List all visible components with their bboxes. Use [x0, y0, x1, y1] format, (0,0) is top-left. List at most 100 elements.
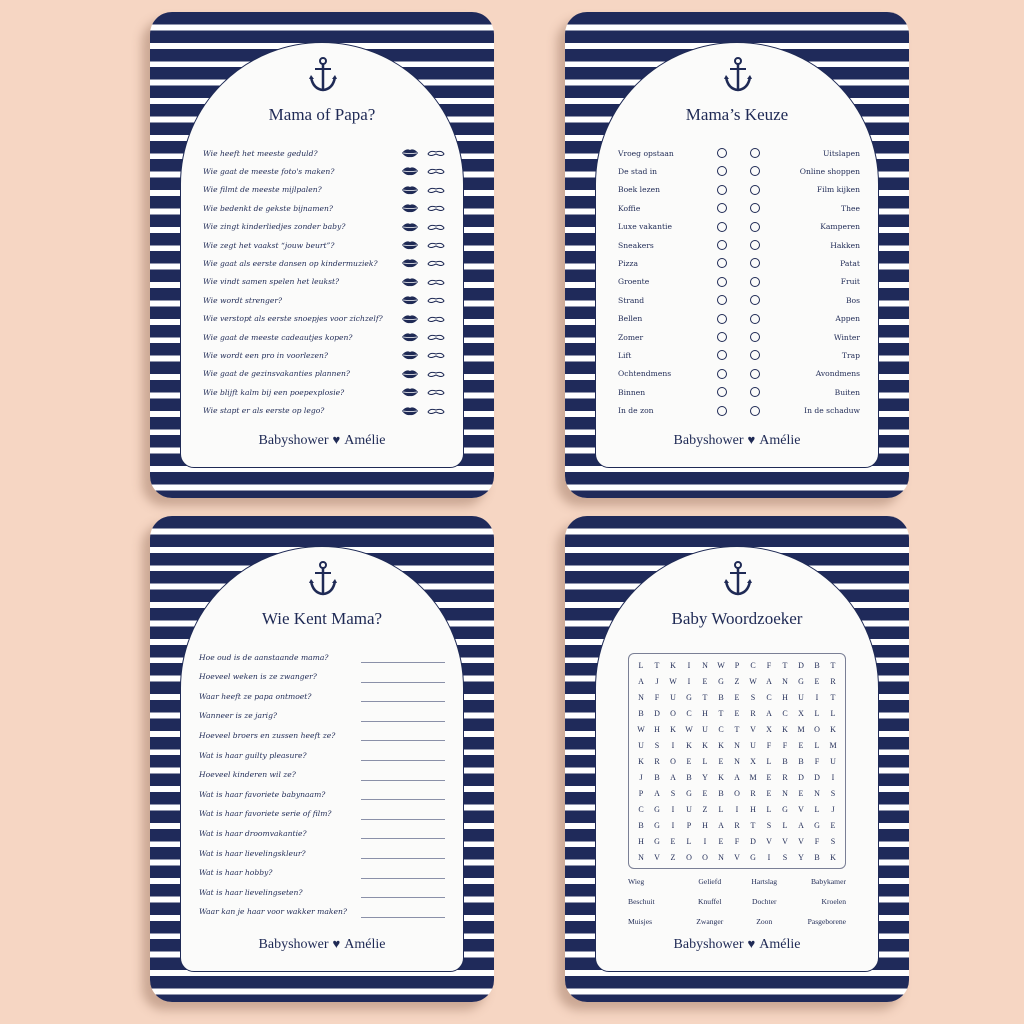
grid-letter[interactable]: H: [702, 820, 708, 830]
grid-letter[interactable]: A: [734, 772, 740, 782]
grid-letter[interactable]: B: [686, 772, 692, 782]
answer-line[interactable]: [361, 740, 445, 742]
grid-letter[interactable]: O: [670, 708, 676, 718]
grid-letter[interactable]: S: [830, 836, 836, 846]
grid-letter[interactable]: J: [831, 804, 835, 814]
answer-line[interactable]: [361, 858, 445, 859]
grid-letter[interactable]: E: [670, 836, 676, 846]
grid-letter[interactable]: E: [702, 676, 708, 686]
grid-letter[interactable]: Z: [670, 852, 676, 862]
grid-letter[interactable]: E: [814, 676, 820, 686]
grid-letter[interactable]: A: [638, 676, 644, 686]
grid-letter[interactable]: U: [702, 724, 708, 734]
grid-letter[interactable]: C: [766, 692, 772, 702]
grid-letter[interactable]: R: [830, 676, 836, 686]
answer-line[interactable]: [361, 720, 445, 722]
grid-letter[interactable]: X: [766, 724, 772, 734]
grid-letter[interactable]: V: [734, 852, 740, 862]
choice-radio[interactable]: [750, 276, 760, 287]
grid-letter[interactable]: H: [782, 692, 788, 702]
choice-radio[interactable]: [750, 295, 760, 306]
grid-letter[interactable]: B: [782, 756, 788, 766]
grid-letter[interactable]: B: [814, 852, 820, 862]
grid-letter[interactable]: N: [638, 692, 644, 702]
grid-letter[interactable]: S: [782, 852, 788, 862]
grid-letter[interactable]: E: [734, 708, 740, 718]
grid-letter[interactable]: H: [638, 836, 644, 846]
grid-letter[interactable]: N: [782, 676, 788, 686]
grid-letter[interactable]: X: [750, 756, 756, 766]
grid-letter[interactable]: F: [814, 836, 820, 846]
grid-letter[interactable]: R: [750, 788, 756, 798]
grid-letter[interactable]: V: [798, 804, 804, 814]
grid-letter[interactable]: B: [814, 660, 820, 670]
grid-letter[interactable]: L: [814, 708, 820, 718]
choice-radio[interactable]: [717, 350, 727, 361]
grid-letter[interactable]: L: [718, 804, 724, 814]
grid-letter[interactable]: C: [782, 708, 788, 718]
grid-letter[interactable]: V: [782, 836, 788, 846]
grid-letter[interactable]: P: [638, 788, 644, 798]
grid-letter[interactable]: I: [671, 804, 675, 814]
answer-line[interactable]: [361, 818, 445, 820]
grid-letter[interactable]: E: [702, 788, 708, 798]
choice-radio[interactable]: [717, 387, 727, 398]
grid-letter[interactable]: T: [718, 708, 724, 718]
grid-letter[interactable]: E: [686, 756, 692, 766]
grid-letter[interactable]: D: [798, 772, 804, 782]
grid-letter[interactable]: U: [750, 740, 756, 750]
choice-radio[interactable]: [750, 166, 760, 177]
grid-letter[interactable]: K: [830, 852, 836, 862]
grid-letter[interactable]: F: [766, 740, 772, 750]
choice-radio[interactable]: [750, 203, 760, 214]
choice-radio[interactable]: [717, 295, 727, 306]
grid-letter[interactable]: E: [766, 772, 772, 782]
grid-letter[interactable]: F: [654, 692, 660, 702]
choice-radio[interactable]: [717, 148, 727, 158]
grid-letter[interactable]: F: [734, 836, 740, 846]
grid-letter[interactable]: U: [798, 692, 804, 702]
choice-radio[interactable]: [750, 258, 760, 269]
grid-letter[interactable]: L: [702, 756, 708, 766]
grid-letter[interactable]: I: [671, 740, 675, 750]
grid-letter[interactable]: T: [734, 724, 740, 734]
grid-letter[interactable]: M: [749, 772, 757, 782]
choice-radio[interactable]: [750, 405, 760, 416]
grid-letter[interactable]: K: [686, 740, 692, 750]
grid-letter[interactable]: K: [782, 724, 788, 734]
grid-letter[interactable]: A: [798, 820, 804, 830]
grid-letter[interactable]: L: [766, 804, 772, 814]
grid-letter[interactable]: M: [829, 740, 837, 750]
grid-letter[interactable]: G: [686, 788, 692, 798]
grid-letter[interactable]: S: [830, 788, 836, 798]
answer-line[interactable]: [361, 916, 445, 918]
grid-letter[interactable]: H: [654, 724, 660, 734]
grid-letter[interactable]: A: [670, 772, 676, 782]
grid-letter[interactable]: I: [687, 676, 691, 686]
grid-letter[interactable]: V: [798, 836, 804, 846]
grid-letter[interactable]: O: [670, 756, 676, 766]
answer-line[interactable]: [361, 897, 445, 899]
grid-letter[interactable]: S: [750, 692, 756, 702]
grid-letter[interactable]: L: [814, 804, 820, 814]
choice-radio[interactable]: [717, 166, 727, 177]
grid-letter[interactable]: E: [718, 756, 724, 766]
choice-radio[interactable]: [717, 332, 727, 342]
grid-letter[interactable]: D: [654, 708, 660, 718]
grid-letter[interactable]: L: [814, 740, 820, 750]
grid-letter[interactable]: N: [734, 740, 740, 750]
choice-radio[interactable]: [717, 405, 727, 416]
grid-letter[interactable]: G: [718, 676, 724, 686]
choice-radio[interactable]: [717, 368, 727, 379]
grid-letter[interactable]: T: [830, 692, 836, 702]
grid-letter[interactable]: U: [638, 740, 644, 750]
grid-letter[interactable]: C: [718, 724, 724, 734]
grid-letter[interactable]: L: [782, 820, 788, 830]
grid-letter[interactable]: D: [814, 772, 820, 782]
grid-letter[interactable]: H: [702, 708, 708, 718]
grid-letter[interactable]: W: [669, 676, 677, 686]
grid-letter[interactable]: I: [703, 836, 707, 846]
grid-letter[interactable]: C: [750, 660, 756, 670]
choice-radio[interactable]: [717, 184, 727, 195]
answer-line[interactable]: [361, 760, 445, 761]
